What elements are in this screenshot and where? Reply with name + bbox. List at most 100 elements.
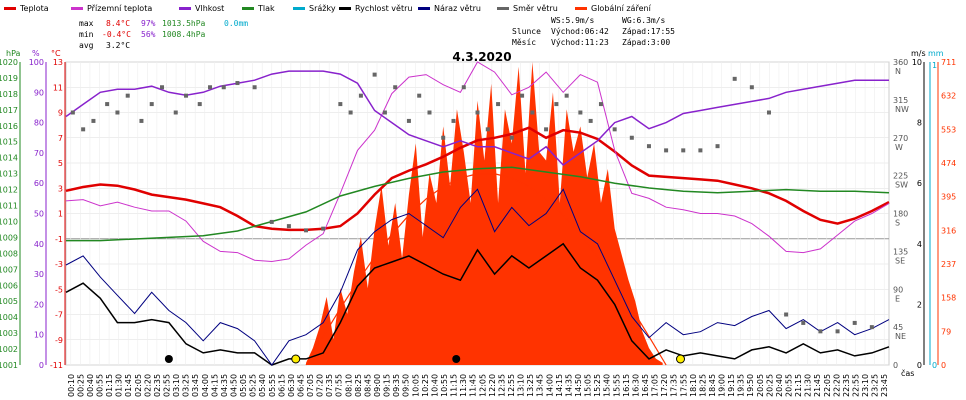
wind-direction-point (393, 85, 398, 90)
axis-tick-direction-label: NE (895, 332, 906, 341)
x-tick-label: 03:25 (182, 374, 191, 397)
sunrise-marker (291, 354, 301, 364)
wind-direction-point (749, 85, 754, 90)
wind-direction-point (304, 228, 309, 233)
axis-tick-celsius: -11 (50, 361, 63, 370)
axis-tick-celsius: 7 (58, 134, 63, 143)
x-tick-label: 06:30 (287, 374, 296, 397)
wind-direction-point (173, 110, 178, 115)
wind-direction-point (221, 85, 226, 90)
x-tick-label: 01:15 (105, 374, 114, 397)
info-moonrise: Východ:11:23 (551, 38, 609, 47)
series-lines (65, 61, 890, 366)
x-tick-label: 01:45 (124, 374, 133, 397)
axis-tick-percent: 30 (34, 270, 44, 279)
stat-avg-label: avg (79, 41, 94, 50)
wind-direction-point (70, 110, 75, 115)
wind-direction-point (451, 118, 456, 123)
x-tick-label: 19:35 (737, 374, 746, 397)
axis-tick-celsius: 11 (53, 83, 63, 92)
legend-item: Rychlost větru (339, 4, 412, 13)
wind-direction-point (629, 135, 634, 140)
legend-swatch (4, 7, 16, 10)
x-tick-label: 00:55 (95, 374, 104, 397)
axis-tick-direction: 360 (893, 58, 908, 67)
wind-direction-point (496, 102, 501, 107)
x-tick-label: 17:55 (679, 374, 688, 397)
wind-direction-point (564, 93, 569, 98)
wind-direction-point (372, 72, 377, 77)
wind-direction-point (91, 118, 96, 123)
wind-direction-point (485, 127, 490, 132)
axis-tick-celsius: 9 (58, 109, 63, 118)
legend-swatch (293, 7, 305, 10)
legend-item: Náraz větru (418, 4, 481, 13)
legend-item: Globální záření (575, 4, 652, 13)
wind-direction-point (835, 329, 840, 334)
legend-swatch (575, 7, 587, 10)
series-tlak (66, 166, 890, 242)
axis-tick-mm: 1 (932, 61, 937, 70)
x-tick-label: 02:20 (143, 374, 152, 397)
x-tick-label: 15:40 (603, 374, 612, 397)
info-moonset: Západ:3:00 (622, 38, 670, 47)
axis-unit-ms: m/s (911, 49, 926, 58)
info-sun-label: Slunce (512, 27, 541, 36)
x-tick-label: 15:05 (584, 374, 593, 397)
legend-item: Tlak (242, 4, 275, 13)
stat-max-rain: 0.0mm (224, 19, 248, 28)
info-sunrise: Východ:06:42 (551, 27, 609, 36)
x-tick-label: 21:15 (794, 374, 803, 397)
x-tick-label: 07:05 (306, 374, 315, 397)
legend-label: Rychlost větru (355, 4, 412, 13)
x-tick-label: 00:25 (76, 374, 85, 397)
axis-tick-celsius: 13 (53, 58, 63, 67)
x-tick-label: 07:20 (316, 374, 325, 397)
legend: Teplota Přízemní teplota Vlhkost Tlak Srážky… (4, 4, 652, 13)
axis-tick-direction-label: SW (895, 181, 908, 190)
axis-tick-wm2: 0 (941, 361, 946, 370)
x-tick-label: 09:15 (383, 374, 392, 397)
axis-tick-hpa: 1014 (0, 154, 18, 163)
wind-direction-point (208, 85, 213, 90)
axis-tick-wm2: 316 (941, 226, 956, 235)
wind-direction-point (578, 110, 583, 115)
wind-direction-point (612, 127, 617, 132)
axis-tick-hpa: 1009 (0, 233, 18, 242)
legend-label: Směr větru (513, 4, 558, 13)
axis-tick-celsius: -1 (55, 235, 63, 244)
axis-tick-percent: 10 (34, 331, 44, 340)
info-wg: WG:6.3m/s (622, 16, 666, 25)
x-tick-label: 19:00 (718, 374, 727, 397)
wind-direction-point (406, 118, 411, 123)
sunset-marker (676, 354, 686, 364)
wind-direction-point (81, 127, 86, 132)
x-tick-label: 05:40 (258, 374, 267, 397)
moonrise-marker (452, 355, 461, 363)
stat-max-temp: 8.4°C (106, 19, 130, 28)
x-tick-label: 15:55 (612, 374, 621, 397)
x-tick-label: 21:30 (804, 374, 813, 397)
legend-swatch (242, 7, 254, 10)
axis-tick-celsius: 1 (58, 210, 63, 219)
legend-label: Náraz větru (434, 4, 481, 13)
x-tick-label: 04:35 (220, 374, 229, 397)
axis-tick-hpa: 1012 (0, 186, 18, 195)
axis-tick-ms: 0 (917, 361, 922, 370)
x-tick-label: 09:35 (392, 374, 401, 397)
info-ws: WS:5.9m/s (551, 16, 595, 25)
axis-tick-hpa: 1008 (0, 249, 18, 258)
axis-tick-percent: 80 (34, 119, 44, 128)
axis-tick-direction-label: N (895, 67, 901, 76)
x-tick-label: 14:15 (555, 374, 564, 397)
axis-tick-ms: 8 (917, 119, 922, 128)
x-tick-label: 00:10 (67, 374, 76, 397)
x-tick-label: 22:20 (832, 374, 841, 397)
wind-direction-point (125, 93, 130, 98)
x-tick-label: 02:55 (162, 374, 171, 397)
x-tick-label: 20:05 (756, 374, 765, 397)
stat-max-press: 1013.5hPa (162, 19, 206, 28)
axis-unit-percent: % (32, 49, 40, 58)
axis-tick-direction-label: E (895, 294, 900, 303)
x-tick-label: 12:55 (507, 374, 516, 397)
